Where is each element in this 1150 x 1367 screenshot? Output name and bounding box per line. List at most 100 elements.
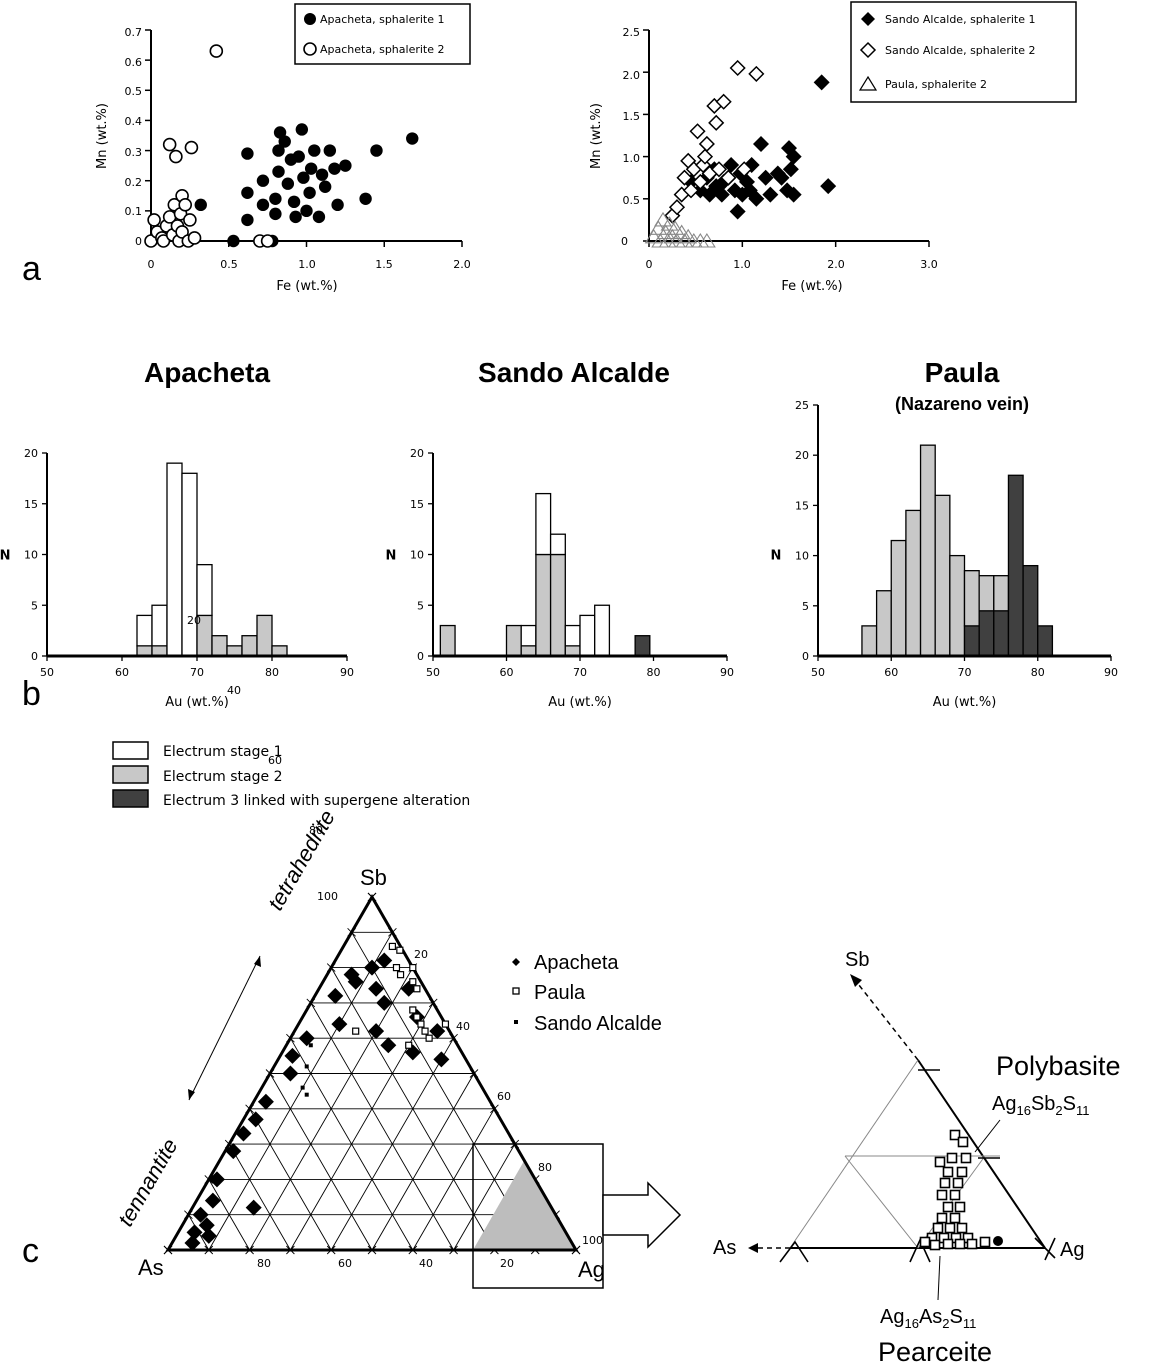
y-tick-label: 1.5 (623, 110, 641, 123)
bar (949, 554, 966, 657)
bar (919, 444, 936, 657)
bar (211, 635, 228, 657)
inset-data-point (939, 1177, 951, 1189)
inset-data-point (942, 1201, 954, 1213)
histogram-sando-alcalde: 50 60 70 80 90 0 5 10 15 20 Au (wt.%) N (386, 447, 734, 710)
histogram-paula: 50 60 70 80 90 0 5 10 15 20 25 Au (wt.%) N (771, 399, 1118, 710)
inset-data-point (932, 1222, 944, 1234)
grid-line (453, 1143, 516, 1251)
y-tick-label: 5 (417, 599, 424, 612)
y-tick-label: 2.5 (623, 26, 641, 39)
data-point-open-square (417, 1020, 425, 1028)
bar (594, 604, 611, 657)
bar (241, 635, 258, 657)
data-point-filled-diamond (753, 135, 769, 152)
legend-swatch-stage1 (112, 741, 149, 760)
inset-data-point (942, 1238, 954, 1250)
data-point-filled-diamond (762, 186, 779, 203)
y-tick-label: 0.5 (623, 194, 641, 207)
data-point-filled-diamond (813, 74, 830, 91)
data-point-open-circle (147, 213, 161, 227)
data-point-open-circle (187, 231, 202, 245)
x-tick-label: 0.5 (220, 258, 238, 271)
edge-label: 40 (419, 1257, 433, 1270)
legend-label: Apacheta, sphalerite 1 (320, 13, 445, 26)
data-point-open-diamond (692, 173, 709, 190)
legend-label: Paula, sphalerite 2 (885, 78, 987, 91)
data-point-open-diamond (696, 148, 714, 165)
inset-data-point (929, 1239, 941, 1251)
inset-data-point (954, 1238, 966, 1250)
inset-data-point (944, 1222, 956, 1234)
x-tick-label: 80 (647, 666, 661, 679)
tick-marks (643, 29, 930, 247)
data-point-open-circle (162, 137, 177, 152)
y-tick-label: 0.1 (125, 205, 143, 218)
legend-label: Sando Alcalde, sphalerite 2 (885, 44, 1035, 57)
data-point-open-triangle (663, 228, 682, 244)
bar (963, 625, 980, 657)
bar (1022, 564, 1039, 657)
data-point-open-square (388, 942, 396, 951)
x-tick-label: 50 (426, 666, 440, 679)
legend: Sando Alcalde, sphalerite 1 Sando Alcald… (850, 1, 1077, 103)
pearceite-label: Pearceite (878, 1337, 992, 1367)
data-point-open-square (396, 946, 404, 954)
legend-label: Paula (534, 982, 586, 1004)
histogram-title: Apacheta (144, 357, 270, 388)
data-point-filled-circle (295, 123, 309, 136)
data-point-open-diamond (708, 114, 725, 131)
y-axis-label: Mn (wt.%) (95, 103, 110, 169)
data-point-open-square (421, 1027, 429, 1035)
data-point-filled-circle (331, 198, 344, 212)
inset-data-point (936, 1189, 948, 1201)
data-point-open-square (441, 1020, 450, 1028)
edge-label: 100 (317, 890, 338, 903)
pearceite-formula: Ag16As2S11 (880, 1306, 976, 1331)
bar (1037, 625, 1054, 657)
inset-vertex-ag: Ag (1060, 1239, 1084, 1261)
x-tick-label: 0 (646, 258, 653, 271)
bar (978, 610, 995, 657)
data-point-filled-circle (241, 213, 254, 227)
data-point-open-square (413, 985, 421, 993)
data-point-filled-diamond (247, 1111, 264, 1128)
bar (256, 614, 273, 657)
grid-line (208, 932, 393, 1251)
data-point-filled-circle (318, 180, 332, 193)
x-tick-label: 1.5 (375, 258, 393, 271)
data-point-small-square (300, 1085, 305, 1090)
legend-marker-small-square (514, 1020, 518, 1024)
inset-data-point (966, 1238, 978, 1250)
data-point-open-triangle (675, 232, 694, 248)
legend-box (294, 3, 471, 65)
panel-label-b: b (22, 675, 41, 713)
y-tick-label: 0 (802, 650, 809, 663)
legend-label: Electrum stage 1 (163, 744, 282, 760)
data-point-filled-circle (241, 186, 254, 199)
edge-label: 40 (227, 684, 241, 697)
data-point-small-square (308, 1043, 313, 1048)
y-tick-label: 2.0 (623, 69, 641, 82)
inset-data-point (957, 1136, 969, 1148)
sb-direction-arrow (854, 979, 919, 1061)
data-point-filled-diamond (284, 1047, 301, 1064)
bar (226, 645, 243, 657)
x-tick-label: 2.0 (453, 258, 471, 271)
x-tick-label: 70 (958, 666, 972, 679)
inset-data-point (919, 1236, 931, 1248)
y-tick-label: 0 (135, 235, 142, 248)
x-axis-label: Au (wt.%) (933, 695, 997, 710)
data-point-open-square (405, 1041, 413, 1049)
inset-data-point (949, 1129, 961, 1141)
y-tick-label: 5 (802, 600, 809, 613)
legend-marker-filled-circle (304, 13, 316, 25)
data-point-filled-circle (292, 150, 305, 163)
edge-label: 100 (582, 1234, 603, 1247)
bar (905, 509, 922, 657)
data-point-filled-circle (308, 144, 321, 157)
data-point-open-triangle (666, 220, 685, 235)
inset-data-point (949, 1189, 961, 1201)
y-tick-label: 0 (31, 650, 38, 663)
